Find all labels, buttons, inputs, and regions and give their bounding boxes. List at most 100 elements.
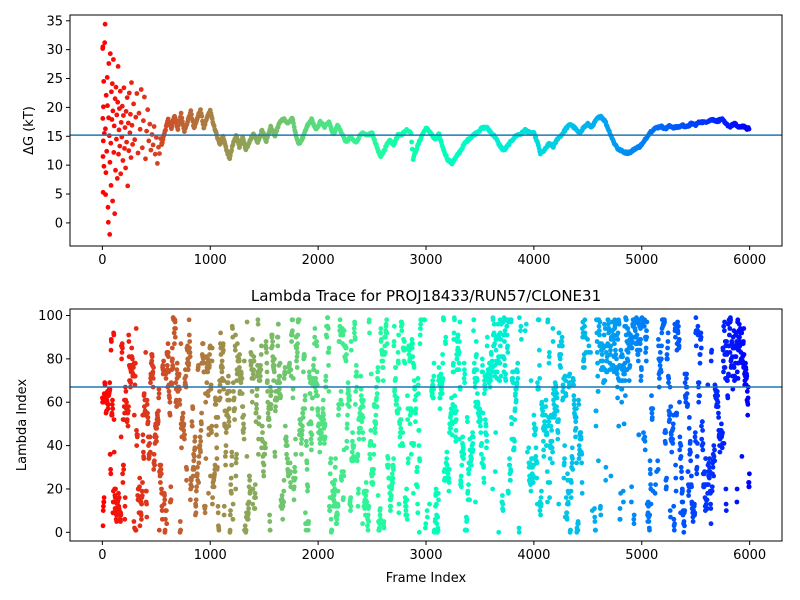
lambda-point [306,519,311,524]
lambda-point [254,393,260,399]
lambda-point [404,516,410,522]
lambda-point [488,373,494,379]
delta-g-point [146,138,152,144]
lambda-point [383,334,388,340]
delta-g-point [127,130,133,136]
y-tick-label: 30 [46,43,63,58]
lambda-point [329,527,335,533]
lambda-point [616,423,622,429]
lambda-point [281,499,286,505]
lambda-point [692,501,697,507]
lambda-point [370,480,376,485]
lambda-point [531,421,537,427]
lambda-point [230,516,236,522]
delta-g-point [151,124,157,129]
lambda-point [544,432,550,438]
lambda-point [541,438,546,444]
lambda-point [638,373,644,379]
lambda-point [652,490,658,496]
lambda-point [214,432,219,438]
lambda-point [191,458,197,464]
delta-g-point [409,139,414,145]
lambda-point [696,380,702,386]
lambda-point [405,417,411,422]
lambda-point [322,421,328,427]
lambda-point [304,460,310,466]
delta-g-point [129,122,135,128]
delta-g-point [137,126,143,132]
lambda-point [423,521,429,527]
lambda-point [436,497,441,503]
lambda-point [730,386,736,392]
lambda-point [723,508,729,513]
lambda-point [202,510,208,516]
lambda-point [404,486,409,492]
lambda-point [620,354,625,360]
lambda-point [172,319,178,325]
lambda-point [360,415,366,420]
lambda-point [484,445,489,451]
lambda-point [118,434,124,440]
lambda-point [709,488,715,494]
lambda-point [241,358,247,364]
lambda-point [490,317,496,323]
lambda-point [145,415,151,420]
lambda-point [264,369,270,375]
lambda-point [446,480,452,485]
lambda-point [186,360,192,366]
lambda-point [511,445,517,451]
lambda-point [458,480,464,485]
lambda-point [126,332,132,338]
lambda-point [344,438,350,444]
lambda-point [314,339,319,344]
lambda-point [263,445,268,451]
lambda-point [573,415,579,420]
lambda-point [663,430,669,435]
delta-g-point [125,183,131,189]
lambda-point [227,527,233,533]
lambda-point [416,428,422,433]
lambda-point [193,497,199,503]
lambda-point [348,503,354,509]
lambda-point [684,376,689,381]
lambda-point [374,391,380,396]
lambda-point [119,350,125,355]
lambda-point [686,488,692,494]
lambda-point [241,425,247,431]
lambda-point [223,449,229,455]
lambda-point [703,456,709,461]
lambda-point [563,378,568,383]
lambda-point [364,499,370,505]
lambda-point [631,516,637,522]
lambda-point [380,378,386,383]
lambda-point [346,404,352,409]
lambda-point [430,395,436,401]
lambda-point [141,456,147,461]
lambda-point [192,438,198,444]
lambda-point [339,477,344,483]
lambda-point [292,475,298,481]
lambda-point [453,438,459,444]
lambda-point [367,330,372,336]
delta-g-point [102,40,108,46]
lambda-point [276,321,281,327]
lambda-point [277,373,283,379]
delta-g-point [124,139,129,145]
lambda-point [363,493,369,498]
delta-g-point [148,147,154,153]
lambda-point [536,386,541,392]
lambda-point [384,330,390,336]
lambda-point [534,475,540,481]
lambda-point [445,471,451,477]
lambda-point [648,501,654,507]
lambda-point [340,332,346,338]
lambda-point [484,334,490,340]
lambda-point [410,490,416,496]
lambda-point [334,521,340,527]
lambda-point [341,495,346,500]
lambda-point [573,419,579,425]
lambda-point [124,399,129,405]
lambda-point [194,484,200,490]
delta-g-point [178,110,184,116]
lambda-point [471,360,477,366]
